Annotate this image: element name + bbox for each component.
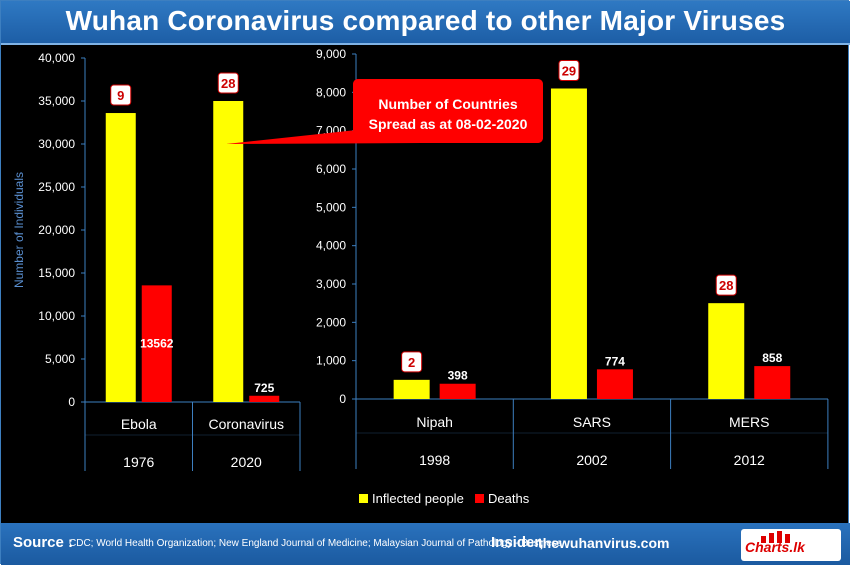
source-list: CDC; World Health Organization; New Engl… — [69, 538, 562, 549]
bar-deaths-nipah — [439, 383, 476, 399]
y-tick-label: 25,000 — [38, 180, 75, 194]
bar-infected-nipah — [393, 379, 430, 399]
year-label: 2020 — [231, 454, 262, 470]
callout-text: Number of Countries Spread as at 08-02-2… — [353, 94, 543, 134]
countries-badge — [401, 351, 423, 373]
y-tick-label: 0 — [68, 395, 75, 409]
year-label: 1976 — [123, 454, 154, 470]
legend-infected-swatch — [359, 494, 368, 503]
y-tick-label: 4,000 — [316, 239, 346, 253]
y-tick-label: 3,000 — [316, 277, 346, 291]
source-label: Source : — [13, 534, 74, 551]
countries-label: 28 — [221, 76, 235, 91]
chart-canvas: 05,00010,00015,00020,00025,00030,00035,0… — [12, 47, 829, 506]
bar-deaths-ebola — [141, 285, 172, 402]
y-tick-label: 1,000 — [316, 354, 346, 368]
deaths-data-label: 13562 — [140, 337, 174, 351]
y-tick-label: 15,000 — [38, 266, 75, 280]
y-tick-label: 0 — [339, 392, 346, 406]
y-tick-label: 8,000 — [316, 85, 346, 99]
y-tick-label: 35,000 — [38, 94, 75, 108]
category-label: Ebola — [121, 416, 157, 432]
y-tick-label: 40,000 — [38, 51, 75, 65]
countries-label: 9 — [117, 88, 124, 103]
category-label: MERS — [729, 414, 769, 430]
countries-label: 29 — [562, 64, 576, 79]
category-label: SARS — [573, 414, 611, 430]
callout-line2: Spread as at 08-02-2020 — [368, 116, 528, 132]
y-tick-label: 6,000 — [316, 162, 346, 176]
y-tick-label: 10,000 — [38, 309, 75, 323]
year-label: 1998 — [419, 452, 450, 468]
year-label: 2012 — [734, 452, 765, 468]
y-tick-label: 5,000 — [45, 352, 75, 366]
category-label: Nipah — [416, 414, 453, 430]
bar-infected-coronavirus — [213, 101, 244, 402]
callout-line1: Number of Countries — [378, 96, 518, 112]
y-tick-label: 2,000 — [316, 315, 346, 329]
countries-label: 28 — [719, 278, 733, 293]
legend-deaths-label: Deaths — [488, 491, 530, 506]
y-tick-label: 30,000 — [38, 137, 75, 151]
logo-bars-icon — [761, 531, 790, 543]
title-bar: Wuhan Coronavirus compared to other Majo… — [1, 1, 850, 45]
bar-deaths-mers — [754, 366, 791, 399]
bar-infected-mers — [708, 303, 745, 399]
category-label: Coronavirus — [209, 416, 284, 432]
y-axis-label: Number of Individuals — [12, 172, 26, 288]
deaths-data-label: 398 — [448, 369, 468, 383]
source-footer: Source : CDC; World Health Organization;… — [1, 523, 850, 565]
deaths-data-label: 725 — [254, 381, 274, 395]
bar-infected-sars — [550, 88, 587, 399]
legend-deaths-swatch — [475, 494, 484, 503]
countries-badge — [558, 60, 580, 81]
bar-infected-ebola — [105, 113, 136, 402]
countries-badge — [715, 274, 737, 296]
bar-deaths-sars — [596, 369, 633, 399]
chart-title: Wuhan Coronavirus compared to other Majo… — [65, 5, 786, 36]
year-label: 2002 — [576, 452, 607, 468]
charts-lk-logo: Charts.lk — [741, 529, 841, 561]
logo-text: Charts.lk — [745, 539, 805, 555]
callout-box — [353, 79, 543, 143]
y-tick-label: 9,000 — [316, 47, 346, 61]
countries-badge — [110, 84, 132, 106]
countries-label: 2 — [408, 355, 415, 370]
y-tick-label: 5,000 — [316, 200, 346, 214]
y-tick-label: 20,000 — [38, 223, 75, 237]
countries-badge — [217, 72, 239, 94]
source-site: thewuhanvirus.com — [538, 535, 670, 551]
deaths-data-label: 858 — [762, 351, 782, 365]
legend-infected-label: Inflected people — [372, 491, 464, 506]
bar-deaths-coronavirus — [249, 395, 280, 402]
deaths-data-label: 774 — [605, 354, 625, 368]
source-brand: Insider, — [491, 534, 544, 551]
